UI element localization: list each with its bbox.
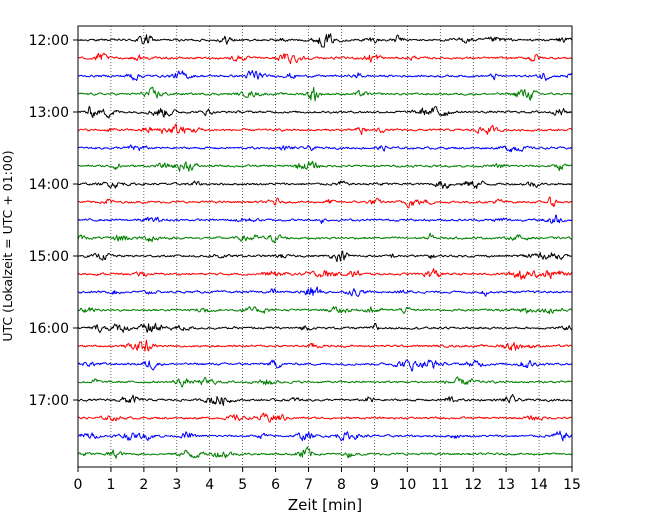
trace-16:30 [77, 359, 573, 372]
x-tick-label-6: 6 [271, 477, 280, 493]
x-tick-label-0: 0 [74, 477, 83, 493]
x-tick-label-5: 5 [238, 477, 247, 493]
trace-13:30 [77, 144, 573, 153]
trace-14:30 [77, 214, 573, 224]
trace-14:15 [77, 196, 573, 209]
trace-17:30 [77, 430, 573, 442]
y-tick-label-16:00: 16:00 [29, 321, 69, 337]
x-tick-label-8: 8 [337, 477, 346, 493]
trace-17:00 [77, 394, 573, 406]
x-tick-label-13: 13 [497, 477, 515, 493]
trace-15:00 [77, 250, 573, 263]
x-tick-label-2: 2 [139, 477, 148, 493]
trace-16:15 [77, 339, 573, 352]
trace-14:45 [77, 232, 573, 244]
trace-17:45 [77, 446, 573, 459]
trace-12:15 [77, 52, 573, 65]
trace-16:45 [77, 376, 573, 388]
trace-13:15 [77, 123, 573, 136]
trace-15:30 [77, 286, 573, 297]
y-tick-label-12:00: 12:00 [29, 33, 69, 49]
trace-14:00 [77, 180, 573, 190]
x-tick-label-4: 4 [205, 477, 214, 493]
y-tick-label-17:00: 17:00 [29, 393, 69, 409]
trace-16:00 [77, 322, 573, 334]
x-tick-label-9: 9 [370, 477, 379, 493]
x-tick-label-11: 11 [431, 477, 449, 493]
x-axis-label: Zeit [min] [288, 496, 362, 514]
y-tick-label-13:00: 13:00 [29, 105, 69, 121]
x-tick-label-3: 3 [172, 477, 181, 493]
trace-17:15 [77, 412, 573, 423]
y-axis-ticks: 12:00 13:00 14:00 15:00 16:00 17:00 [29, 33, 78, 409]
x-tick-label-1: 1 [106, 477, 115, 493]
trace-15:15 [77, 268, 573, 280]
trace-12:30 [77, 69, 573, 82]
x-tick-label-15: 15 [563, 477, 581, 493]
y-tick-label-14:00: 14:00 [29, 177, 69, 193]
seismogram-traces [77, 33, 573, 459]
y-tick-label-15:00: 15:00 [29, 249, 69, 265]
trace-15:45 [77, 306, 573, 315]
x-tick-label-12: 12 [464, 477, 482, 493]
plot-frame [77, 25, 573, 468]
x-axis-ticks: 0 1 2 3 4 5 6 7 8 9 10 11 12 13 14 15 [74, 467, 581, 493]
x-tick-label-14: 14 [530, 477, 548, 493]
plot-background [78, 26, 572, 467]
x-tick-label-10: 10 [398, 477, 416, 493]
trace-12:45 [77, 86, 573, 102]
trace-13:45 [77, 160, 573, 172]
trace-12:00 [77, 33, 573, 48]
x-tick-label-7: 7 [304, 477, 313, 493]
y-axis-label: UTC (Lokalzeit = UTC + 01:00) [0, 150, 15, 341]
trace-13:00 [77, 105, 573, 119]
